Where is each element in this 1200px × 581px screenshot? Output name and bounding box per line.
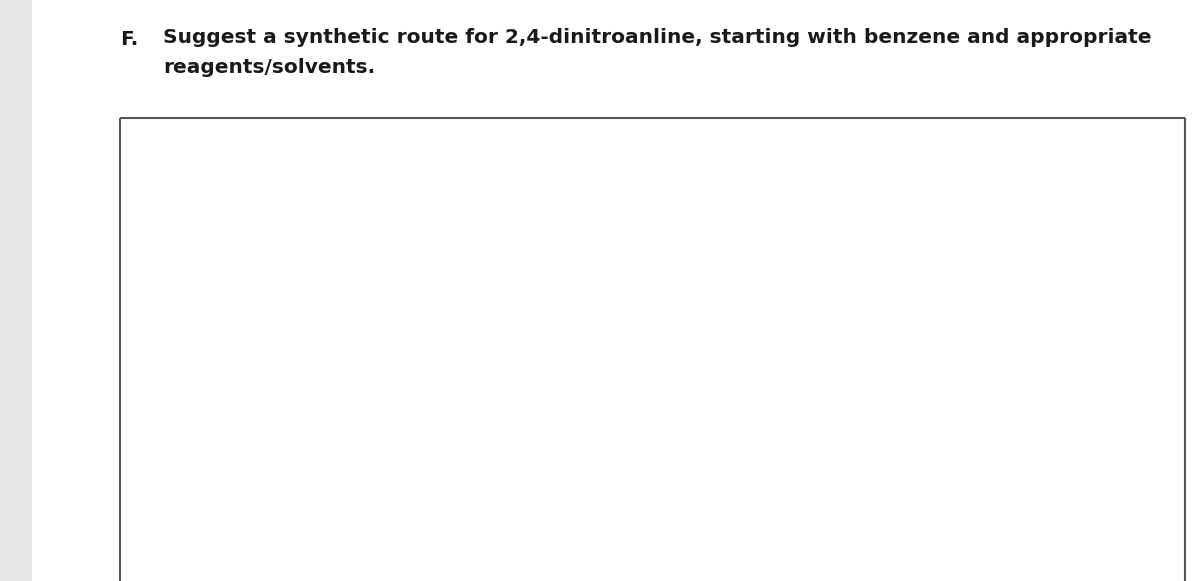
Bar <box>0 0 32 581</box>
Text: Suggest a synthetic route for 2,4-dinitroanline, starting with benzene and appro: Suggest a synthetic route for 2,4-dinitr… <box>163 28 1152 47</box>
Text: reagents/solvents.: reagents/solvents. <box>163 58 376 77</box>
Text: F.: F. <box>120 30 138 49</box>
